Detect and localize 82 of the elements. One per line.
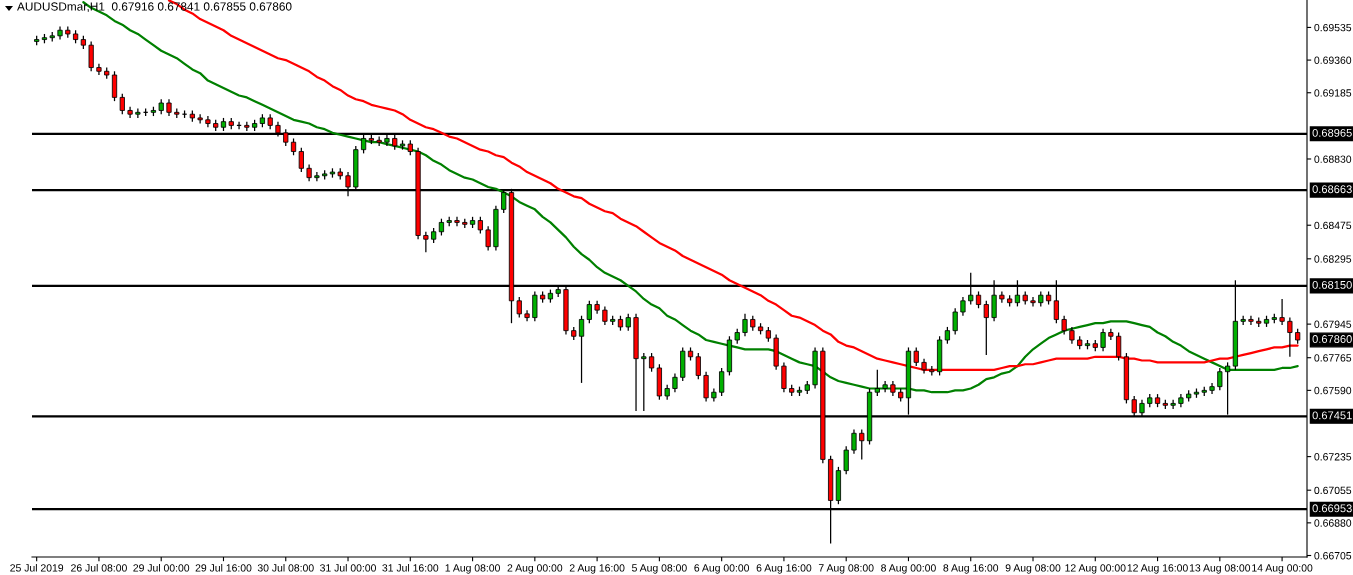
- candlestick: [703, 371, 709, 403]
- y-tick-label: 0.67765: [1314, 354, 1352, 362]
- candlestick: [874, 369, 880, 397]
- candlestick: [1030, 296, 1036, 308]
- y-tick-label: 0.69185: [1314, 89, 1352, 97]
- candlestick: [1170, 399, 1176, 410]
- ref-line-label: 0.67451: [1312, 411, 1352, 420]
- candlestick: [298, 147, 304, 173]
- candlestick: [532, 290, 538, 322]
- candlestick: [485, 225, 491, 252]
- y-tick-label: 0.69360: [1314, 56, 1352, 64]
- candlestick: [602, 305, 608, 326]
- candlestick: [578, 315, 585, 384]
- x-tick-label: 8 Aug 16:00: [943, 564, 999, 574]
- candlestick: [423, 231, 429, 253]
- x-tick-label: 13 Aug 08:00: [1189, 564, 1251, 574]
- x-tick-label: 31 Jul 16:00: [382, 563, 439, 572]
- candlestick: [649, 352, 655, 373]
- x-tick-label: 7 Aug 08:00: [818, 564, 874, 574]
- candlestick: [1248, 315, 1254, 326]
- y-tick-label: 0.66880: [1314, 519, 1352, 527]
- y-tick-label: 0.67055: [1314, 486, 1352, 495]
- x-tick-label: 25 Jul 2019: [10, 563, 64, 572]
- text: 0.67860: [1312, 335, 1352, 343]
- candlestick: [314, 171, 320, 182]
- y-tick-label: 0.68830: [1314, 155, 1352, 163]
- ref-line-label: 0.68663: [1312, 185, 1352, 194]
- x-tick-label: 31 Jul 00:00: [320, 563, 376, 572]
- x-tick-label: 5 Aug 08:00: [631, 564, 687, 574]
- candlestick: [960, 296, 966, 317]
- x-tick-label: 29 Jul 00:00: [133, 563, 190, 572]
- candlestick: [1287, 316, 1293, 358]
- candlestick: [1061, 315, 1067, 336]
- candlestick: [952, 307, 958, 336]
- x-tick-label: 6 Aug 16:00: [756, 564, 812, 574]
- y-tick-label: 0.69535: [1314, 23, 1352, 32]
- candlestick: [1217, 367, 1223, 391]
- candlestick: [695, 352, 701, 380]
- x-tick-label: 29 Jul 16:00: [195, 563, 252, 572]
- candlestick: [859, 428, 865, 461]
- y-tick-label: 0.67235: [1314, 453, 1352, 461]
- candlestick: [111, 70, 118, 102]
- candlestick: [197, 113, 203, 125]
- ref-line-label: 0.68965: [1312, 128, 1352, 137]
- x-tick-label: 6 Aug 00:00: [694, 564, 750, 574]
- candlestick: [57, 25, 63, 41]
- candlestick: [983, 300, 989, 356]
- candlestick: [1100, 328, 1106, 352]
- y-tick-label: 0.68295: [1314, 255, 1352, 263]
- x-tick-label: 30 Jul 08:00: [257, 563, 314, 572]
- candlestick: [586, 300, 592, 324]
- y-tick-label: 0.66705: [1314, 552, 1352, 560]
- candlestick: [913, 346, 919, 367]
- ref-line-label: 0.68150: [1312, 280, 1352, 289]
- candlestick: [1116, 331, 1122, 362]
- ref-line-label: 0.66953: [1312, 504, 1352, 513]
- x-tick-label: 2 Aug 16:00: [569, 564, 625, 574]
- candlestick: [781, 361, 787, 393]
- x-tick-label: 12 Aug 16:00: [1127, 564, 1188, 574]
- candlestick: [135, 107, 141, 119]
- candlestick: [742, 313, 748, 337]
- candlestick: [88, 40, 94, 72]
- y-tick-label: 0.67945: [1314, 320, 1352, 328]
- candlestick: [851, 428, 857, 455]
- candlestick: [999, 290, 1005, 304]
- x-tick-label: 1 Aug 08:00: [445, 564, 500, 574]
- x-tick-label: 12 Aug 00:00: [1065, 564, 1126, 574]
- y-tick-label: 0.67590: [1314, 386, 1352, 395]
- candlestick: [843, 445, 849, 475]
- x-tick-label: 2 Aug 00:00: [507, 564, 563, 574]
- x-tick-label: 26 Jul 08:00: [71, 563, 127, 572]
- candlestick: [672, 372, 678, 393]
- candlestick: [719, 367, 725, 397]
- candlestick: [454, 216, 460, 227]
- x-tick-label: 14 Aug 00:00: [1252, 564, 1313, 574]
- candlestick: [1279, 298, 1285, 326]
- candlestick: [516, 296, 522, 319]
- y-tick-label: 0.68475: [1314, 221, 1352, 230]
- candlestick: [119, 93, 125, 115]
- candlestick: [641, 352, 647, 412]
- x-tick-label: 8 Aug 00:00: [881, 564, 936, 574]
- x-tick-label: 9 Aug 08:00: [1005, 564, 1061, 574]
